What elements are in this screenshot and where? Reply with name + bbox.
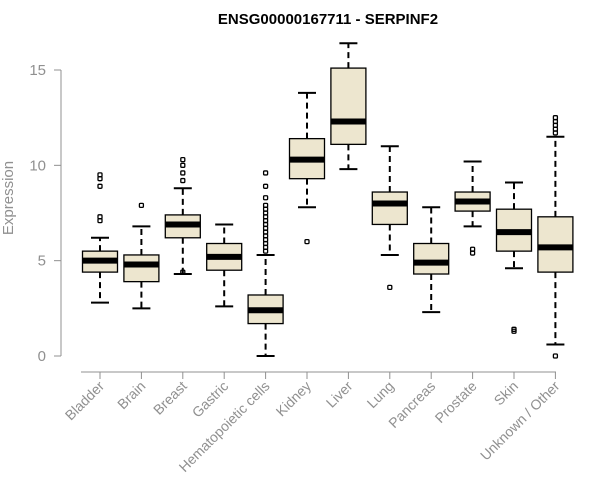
box-pancreas	[413, 206, 450, 314]
box-hematopoietic-cells	[247, 170, 284, 357]
y-axis-label: Expression	[0, 161, 17, 235]
box-gastric	[206, 223, 243, 308]
box-skin	[495, 181, 533, 334]
iqr-box	[330, 67, 367, 146]
outlier-point	[97, 214, 103, 220]
outlier-point	[138, 202, 145, 209]
outlier-point	[262, 202, 269, 209]
outlier-point	[262, 195, 269, 201]
x-tick-label: Prostate	[432, 378, 480, 426]
box-bladder	[81, 172, 119, 304]
chart-title: ENSG00000167711 - SERPINF2	[218, 11, 438, 28]
outlier-point	[262, 170, 269, 176]
outlier-point	[180, 170, 186, 176]
outlier-point	[97, 172, 103, 178]
iqr-box	[123, 254, 160, 283]
iqr-box	[413, 242, 450, 275]
box-liver	[330, 42, 367, 171]
x-tick-label: Breast	[150, 378, 190, 418]
outlier-point	[180, 162, 186, 168]
x-tick-label: Kidney	[273, 378, 315, 420]
outlier-point	[511, 326, 517, 332]
box-prostate	[454, 160, 491, 256]
x-tick-label: Liver	[323, 378, 356, 411]
box-lung	[371, 145, 408, 291]
outlier-point	[304, 238, 310, 245]
outlier-point	[552, 115, 559, 121]
x-tick-label: Skin	[491, 378, 522, 409]
y-tick-label: 0	[38, 348, 46, 365]
outlier-point	[387, 284, 393, 291]
x-tick-label: Unknown / Other	[477, 378, 563, 464]
outlier-point	[180, 156, 186, 163]
box-breast	[164, 156, 201, 276]
outlier-point	[97, 183, 103, 189]
outlier-point	[469, 246, 476, 252]
x-tick-label: Lung	[364, 378, 397, 411]
outlier-point	[180, 269, 186, 275]
y-axis-ticks: 0 5 10 15	[29, 62, 61, 365]
y-tick-label: 15	[29, 62, 46, 79]
box-brain	[123, 202, 160, 310]
y-tick-label: 5	[38, 253, 46, 270]
x-tick-label: Brain	[114, 378, 148, 412]
box-unknown-other	[537, 115, 574, 359]
outlier-point	[552, 353, 559, 359]
boxes-group	[81, 42, 574, 359]
outlier-point	[262, 183, 269, 189]
x-tick-label: Bladder	[62, 378, 108, 424]
outlier-point	[180, 177, 186, 184]
y-tick-label: 10	[29, 157, 46, 174]
box-kidney	[288, 91, 326, 245]
iqr-box	[371, 191, 408, 226]
